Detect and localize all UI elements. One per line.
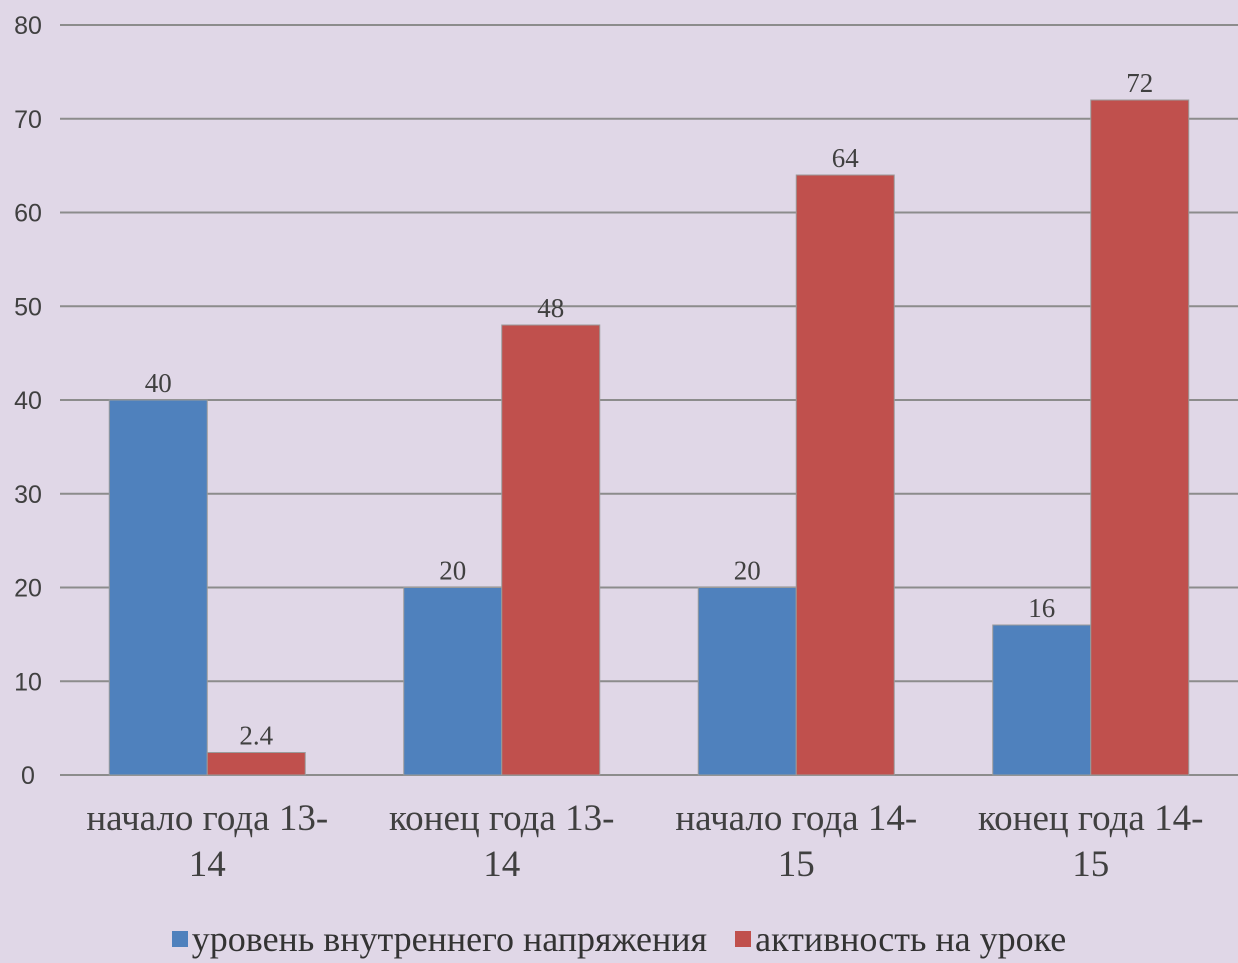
data-label-series2-4: 72 bbox=[1126, 68, 1153, 98]
y-tick-label-30: 30 bbox=[14, 481, 42, 509]
x-tick-label-4-line-2: 15 bbox=[1072, 844, 1109, 885]
x-tick-label-2: конец года 13- 14 bbox=[389, 798, 614, 885]
legend-swatch-series-2 bbox=[735, 931, 752, 947]
legend-label-series-1: уровень внутреннего напряжения bbox=[191, 919, 708, 959]
x-tick-label-1-line-2: 14 bbox=[189, 844, 226, 885]
x-tick-label-4-line-1: конец года 14- bbox=[978, 798, 1203, 839]
data-label-series1-3: 20 bbox=[734, 556, 761, 586]
data-label-series1-2: 20 bbox=[439, 556, 466, 586]
x-tick-label-3-line-2: 15 bbox=[778, 844, 815, 885]
legend-item-series-1: уровень внутреннего напряжения bbox=[171, 918, 708, 960]
bar-series1-4 bbox=[992, 624, 1092, 776]
legend: уровень внутреннего напряжения активност… bbox=[0, 918, 1238, 960]
data-label-series1-4: 16 bbox=[1028, 593, 1055, 623]
y-tick-label-50: 50 bbox=[14, 293, 42, 321]
bar-series2-2 bbox=[501, 324, 601, 776]
data-label-series1-1: 40 bbox=[145, 368, 172, 398]
legend-swatch-series-1 bbox=[171, 931, 188, 947]
y-tick-label-60: 60 bbox=[14, 200, 42, 228]
x-tick-label-1-line-1: начало года 13- bbox=[86, 798, 328, 839]
x-tick-label-2-line-2: 14 bbox=[483, 844, 520, 885]
x-tick-label-3: начало года 14- 15 bbox=[675, 798, 917, 885]
y-tick-label-70: 70 bbox=[14, 106, 42, 134]
x-tick-label-4: конец года 14- 15 bbox=[978, 798, 1203, 885]
x-tick-label-3-line-1: начало года 14- bbox=[675, 798, 917, 839]
y-tick-label-40: 40 bbox=[14, 387, 42, 415]
legend-item-series-2: активность на уроке bbox=[735, 918, 1066, 960]
y-tick-label-0: 0 bbox=[21, 762, 35, 790]
y-tick-label-10: 10 bbox=[14, 668, 42, 696]
x-tick-label-1: начало года 13- 14 bbox=[86, 798, 328, 885]
bar-series1-3 bbox=[697, 587, 797, 776]
y-tick-label-80: 80 bbox=[14, 12, 42, 40]
data-label-series2-3: 64 bbox=[832, 143, 860, 173]
y-tick-label-20: 20 bbox=[14, 575, 42, 603]
bar-series2-1 bbox=[206, 752, 306, 776]
bar-series1-1 bbox=[108, 399, 208, 776]
legend-label-series-2: активность на уроке bbox=[755, 919, 1067, 959]
bar-series2-3 bbox=[795, 174, 895, 776]
data-label-series2-1: 2.4 bbox=[239, 721, 273, 751]
bar-series1-2 bbox=[403, 587, 503, 776]
x-tick-label-2-line-1: конец года 13- bbox=[389, 798, 614, 839]
bar-series2-4 bbox=[1090, 99, 1190, 776]
data-label-series2-2: 48 bbox=[537, 293, 564, 323]
